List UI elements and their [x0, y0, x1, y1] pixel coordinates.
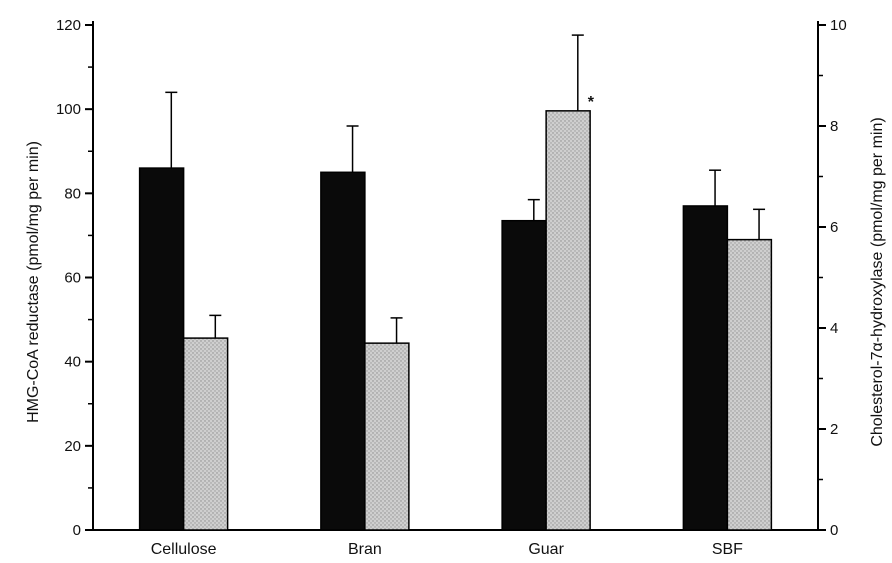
x-category-label: Bran	[348, 541, 382, 558]
y-axis-left-title: HMG-CoA reductase (pmol/mg per min)	[25, 141, 42, 423]
bar-hmg-coa	[682, 205, 729, 531]
y-left-tick-label: 60	[64, 270, 81, 287]
bar-cholesterol-7a	[364, 342, 410, 531]
bar-cholesterol-7a	[182, 337, 229, 531]
y-axis-right-title: Cholesterol-7α-hydroxylase (pmol/mg per …	[869, 117, 886, 446]
y-right-tick-label: 2	[830, 421, 838, 438]
y-left-tick-label: 80	[64, 185, 81, 202]
y-right-tick-label: 8	[830, 118, 838, 135]
y-right-tick-label: 10	[830, 17, 847, 34]
bar-hmg-coa	[501, 219, 547, 531]
y-left-tick-label: 120	[56, 17, 81, 34]
y-left-tick-label: 100	[56, 101, 81, 118]
significance-marker: *	[588, 94, 595, 111]
x-category-label: SBF	[712, 541, 743, 558]
y-right-tick-label: 0	[830, 522, 838, 539]
y-right-tick-label: 6	[830, 219, 838, 236]
y-left-tick-label: 40	[64, 354, 81, 371]
x-category-label: Guar	[528, 541, 564, 558]
bar-cholesterol-7a	[545, 110, 591, 531]
y-left-tick-label: 0	[73, 522, 81, 539]
bar-hmg-coa	[320, 171, 366, 531]
x-category-label: Cellulose	[151, 541, 217, 558]
y-right-tick-label: 4	[830, 320, 838, 337]
bar-hmg-coa	[138, 167, 185, 531]
bar-cholesterol-7a	[726, 238, 773, 531]
y-left-tick-label: 20	[64, 438, 81, 455]
